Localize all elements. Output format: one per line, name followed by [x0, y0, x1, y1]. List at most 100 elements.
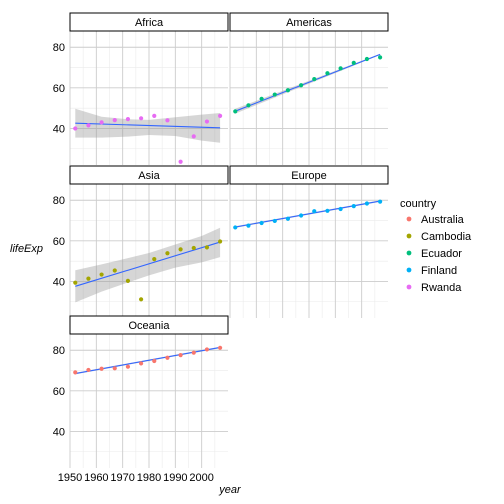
strip-background — [69, 12, 229, 32]
y-tick-label: 80 — [53, 345, 65, 357]
trend-line — [75, 122, 221, 129]
legend-key — [406, 250, 412, 256]
data-point — [191, 350, 196, 355]
data-point — [299, 213, 304, 218]
data-point — [139, 297, 144, 302]
data-point — [125, 278, 131, 283]
confidence-band — [75, 227, 221, 303]
data-point — [338, 66, 343, 71]
data-point — [233, 109, 238, 114]
data-point — [99, 120, 104, 125]
x-tick-label: 2000 — [189, 472, 213, 484]
strip-background — [69, 165, 229, 185]
x-tick-label: 1970 — [110, 472, 134, 484]
y-tick-label: 80 — [53, 42, 65, 54]
y-tick-label: 40 — [53, 276, 65, 288]
data-point — [259, 220, 264, 226]
legend-entry: Australia — [406, 214, 465, 226]
data-point — [152, 113, 157, 118]
data-point — [285, 216, 291, 221]
data-point — [73, 126, 78, 131]
data-point — [112, 268, 117, 273]
data-point — [125, 117, 131, 122]
x-tick-label: 1990 — [163, 472, 187, 484]
data-point — [378, 55, 383, 60]
data-point — [178, 353, 183, 358]
legend-entry: Rwanda — [406, 282, 462, 294]
panel-asia: Asia 40 60 80 — [53, 165, 229, 318]
legend-label: Ecuador — [421, 248, 462, 260]
panel-europe: Europe — [229, 165, 389, 318]
data-point — [191, 245, 196, 251]
data-point — [191, 134, 196, 139]
data-point — [165, 251, 170, 256]
data-point — [99, 272, 104, 277]
data-point — [325, 208, 330, 213]
data-point — [325, 71, 330, 76]
trend-line — [235, 200, 381, 228]
legend-key — [406, 284, 412, 290]
legend-entries: Australia Cambodia Ecuador Finland Rwanda — [406, 214, 472, 294]
x-tick-label: 1950 — [58, 472, 82, 484]
y-tick-label: 80 — [53, 195, 65, 207]
y-tick-label: 60 — [53, 236, 65, 248]
y-tick-label: 60 — [53, 83, 65, 95]
panel-oceania: Oceania 40 60 80 1950 1960 1970 1980 1990 2000 — [53, 315, 229, 484]
legend-title: country — [400, 198, 437, 210]
data-point — [218, 239, 223, 244]
trend-line — [75, 346, 221, 375]
strip-background — [229, 165, 389, 185]
legend: country Australia Cambodia Ecuador Finland R… — [400, 198, 472, 294]
legend-label: Rwanda — [421, 282, 462, 294]
data-point — [165, 355, 170, 360]
strip-label: Asia — [138, 170, 160, 182]
x-axis-title: year — [218, 484, 242, 496]
data-point — [73, 370, 78, 375]
data-point — [204, 119, 210, 124]
data-point — [152, 257, 157, 262]
strip-label: Oceania — [129, 320, 171, 332]
trend-line — [235, 53, 381, 112]
strip-label: Americas — [286, 17, 332, 29]
panel-africa: Africa 40 60 80 — [53, 12, 229, 165]
y-tick-label: 40 — [53, 123, 65, 135]
panel-americas: Americas — [229, 12, 389, 165]
y-tick-label: 60 — [53, 386, 65, 398]
data-point — [272, 218, 277, 224]
legend-entry: Cambodia — [406, 231, 472, 243]
data-point — [204, 245, 210, 250]
strip-label: Europe — [291, 170, 326, 182]
data-point — [272, 92, 277, 97]
data-point — [178, 159, 183, 164]
data-point — [152, 358, 157, 364]
data-point — [218, 345, 223, 350]
data-point — [285, 88, 291, 93]
y-axis-title: lifeExp — [10, 243, 43, 255]
strip-label: Africa — [135, 17, 164, 29]
data-point — [86, 276, 91, 281]
legend-entry: Finland — [406, 265, 457, 277]
legend-key — [406, 233, 412, 239]
data-point — [139, 116, 144, 121]
data-point — [233, 225, 238, 230]
legend-key — [406, 267, 412, 273]
data-point — [73, 280, 78, 285]
panels-layer: Africa 40 60 80 Americas Asia 40 60 80 Europe Ocea… — [53, 12, 389, 484]
data-point — [364, 201, 370, 206]
data-point — [86, 367, 91, 373]
data-point — [312, 77, 317, 82]
legend-key — [406, 216, 412, 222]
data-point — [204, 347, 210, 352]
x-tick-label: 1980 — [137, 472, 161, 484]
data-point — [218, 113, 223, 118]
legend-label: Finland — [421, 265, 457, 277]
legend-label: Australia — [421, 214, 465, 226]
data-point — [125, 364, 131, 369]
data-point — [246, 223, 251, 228]
data-point — [351, 60, 356, 65]
data-point — [378, 199, 383, 204]
legend-label: Cambodia — [421, 231, 472, 243]
data-point — [351, 204, 356, 209]
data-point — [246, 103, 251, 108]
